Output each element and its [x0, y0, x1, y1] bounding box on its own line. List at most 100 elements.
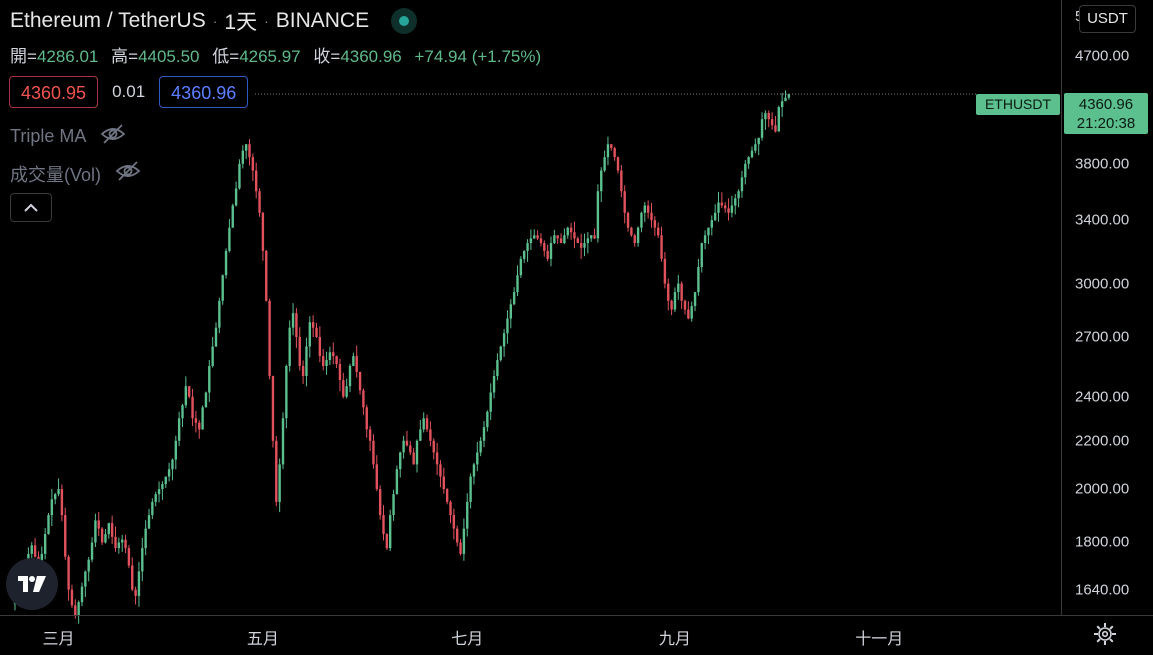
symbol-name[interactable]: Ethereum / TetherUS [10, 9, 206, 32]
candle-body [258, 191, 261, 213]
collapse-legend-button[interactable] [10, 193, 52, 222]
candle-body [670, 300, 673, 310]
candle-body [114, 536, 117, 549]
high-label: 高= [111, 47, 139, 66]
candle-body [650, 212, 653, 221]
indicator-label: 成交量(Vol) [10, 164, 102, 185]
indicator-volume[interactable]: 成交量(Vol) [10, 160, 141, 187]
candle-body [683, 300, 687, 310]
candle-body [311, 322, 315, 328]
candle-body [171, 459, 174, 470]
interval[interactable]: 1天 [224, 11, 258, 34]
candle-body [90, 542, 94, 560]
candle-body [248, 144, 251, 158]
candle-body [486, 411, 489, 428]
candle-body [482, 427, 486, 441]
candle-body [251, 157, 255, 171]
candle-body [720, 202, 724, 206]
settings-gear-icon[interactable] [1093, 622, 1117, 651]
buy-button[interactable]: 4360.96 [159, 76, 249, 108]
candle-body [616, 157, 620, 171]
candle-body [445, 489, 449, 502]
candle-body [636, 227, 640, 244]
price-tick-label: 3800.00 [1075, 155, 1130, 173]
candle-body [94, 520, 97, 543]
candle-body [104, 534, 107, 543]
candle-body [345, 386, 348, 397]
candle-body [717, 202, 720, 213]
candle-body [750, 150, 754, 158]
candle-body [502, 333, 506, 347]
spread-value: 0.01 [112, 82, 146, 101]
candle-body [774, 125, 777, 132]
candle-body [576, 238, 579, 244]
candle-body [278, 464, 281, 502]
candle-body [295, 313, 298, 337]
candle-body [47, 515, 50, 535]
candle-body [218, 300, 221, 328]
tradingview-logo-icon[interactable] [6, 558, 58, 610]
candle-body [556, 235, 559, 239]
candle-body [298, 336, 301, 366]
indicator-triple-ma[interactable]: Triple MA [10, 123, 126, 150]
chevron-up-icon [24, 203, 38, 212]
candle-body [191, 396, 194, 419]
candle-body [50, 499, 54, 516]
price-tick-label: 2400.00 [1075, 388, 1130, 406]
candle-body [543, 243, 546, 251]
candle-body [409, 445, 412, 453]
candle-body [97, 520, 100, 529]
candle-body [703, 235, 707, 244]
candle-body [496, 360, 499, 376]
candle-body [244, 144, 248, 151]
candle-body [707, 227, 710, 236]
candle-body [687, 309, 690, 319]
candle-body [479, 440, 482, 453]
currency-button[interactable]: USDT [1079, 5, 1136, 33]
candle-body [623, 191, 626, 213]
ohlc-legend: 開=4286.01 高=4405.50 低=4265.97 收=4360.96 … [10, 42, 549, 67]
candle-body [673, 292, 677, 310]
last-price: 4360.96 [1078, 96, 1134, 113]
candle-body [526, 243, 529, 251]
candle-body [167, 469, 171, 477]
candle-body [620, 170, 623, 192]
sell-button[interactable]: 4360.95 [9, 76, 99, 108]
high-value: 4405.50 [138, 47, 200, 66]
candle-body [412, 452, 415, 465]
candle-body [362, 390, 365, 408]
eye-off-icon[interactable] [115, 160, 141, 187]
candle-body [137, 571, 141, 596]
candle-body [70, 589, 74, 606]
candle-body [596, 191, 600, 239]
candle-body [700, 243, 703, 267]
candle-body [519, 258, 523, 276]
candle-body [399, 452, 402, 470]
candle-body [315, 327, 318, 337]
candle-body [121, 539, 124, 543]
price-tick-label: 3000.00 [1075, 275, 1130, 293]
eye-off-icon[interactable] [100, 123, 126, 150]
exchange: BINANCE [275, 9, 370, 32]
candle-body [241, 150, 244, 164]
candle-body [385, 534, 389, 549]
candle-body [626, 212, 630, 228]
candle-body [335, 356, 338, 364]
price-tick-label: 3400.00 [1075, 211, 1130, 229]
candle-body [211, 346, 214, 366]
candle-body [318, 336, 322, 357]
candle-body [328, 352, 332, 361]
candle-body [429, 429, 432, 441]
candle-body [375, 464, 378, 490]
candle-body [33, 545, 37, 557]
candle-body [348, 365, 352, 387]
candle-body [268, 300, 271, 376]
candle-body [288, 327, 291, 366]
candle-body [744, 163, 747, 178]
candle-body [77, 602, 80, 615]
candle-body [680, 283, 683, 301]
candle-body [305, 346, 308, 376]
candle-body [710, 220, 713, 228]
candle-body [469, 476, 472, 502]
